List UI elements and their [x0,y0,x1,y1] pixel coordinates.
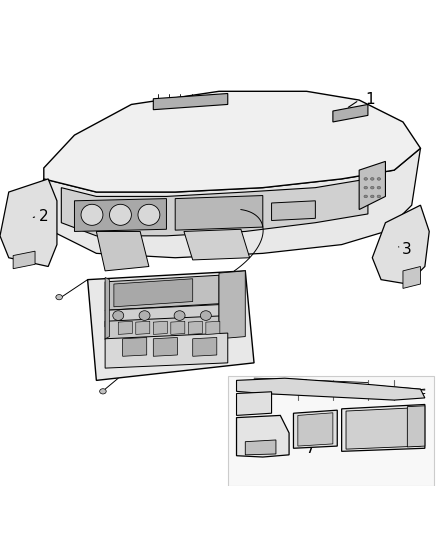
Text: 3: 3 [402,243,411,257]
Polygon shape [153,321,167,334]
Polygon shape [105,316,219,340]
Polygon shape [237,378,425,400]
Text: 4: 4 [410,429,420,443]
Polygon shape [184,229,250,260]
Polygon shape [105,304,219,327]
Polygon shape [272,201,315,221]
Polygon shape [219,271,245,339]
Polygon shape [136,321,150,334]
Text: 7: 7 [305,441,315,456]
Ellipse shape [377,195,381,198]
Polygon shape [44,91,420,192]
Ellipse shape [364,177,367,180]
Polygon shape [359,161,385,209]
Ellipse shape [377,177,381,180]
Polygon shape [188,321,202,334]
Polygon shape [206,321,220,334]
Polygon shape [153,93,228,110]
Ellipse shape [377,187,381,189]
Text: 6: 6 [225,293,234,308]
Polygon shape [61,179,368,236]
Ellipse shape [113,311,124,320]
Ellipse shape [371,187,374,189]
Polygon shape [237,392,272,415]
Polygon shape [123,337,147,356]
Polygon shape [105,333,228,368]
Ellipse shape [56,295,62,300]
Polygon shape [13,251,35,269]
Polygon shape [0,179,57,266]
Text: 2: 2 [39,208,48,224]
Polygon shape [171,321,185,334]
Polygon shape [293,410,337,448]
Polygon shape [407,406,425,447]
Ellipse shape [200,311,211,320]
Ellipse shape [138,204,160,225]
Polygon shape [193,337,217,356]
Ellipse shape [364,187,367,189]
Ellipse shape [371,177,374,180]
Polygon shape [105,275,219,310]
Polygon shape [114,279,193,307]
Ellipse shape [174,311,185,320]
Ellipse shape [99,389,106,394]
Polygon shape [333,104,368,122]
Polygon shape [342,405,425,451]
Ellipse shape [139,311,150,320]
Ellipse shape [364,195,367,198]
Polygon shape [35,148,420,258]
Ellipse shape [110,204,131,225]
Text: 1: 1 [366,92,375,107]
Polygon shape [346,408,420,449]
Polygon shape [105,278,110,339]
Polygon shape [175,196,263,230]
Polygon shape [153,337,177,356]
Polygon shape [237,415,289,457]
Ellipse shape [371,195,374,198]
Polygon shape [245,440,276,455]
Polygon shape [88,271,254,381]
Polygon shape [228,376,434,486]
Ellipse shape [81,204,103,225]
Polygon shape [298,413,333,446]
Text: 5: 5 [245,443,255,458]
Polygon shape [74,199,166,231]
Polygon shape [403,266,420,288]
Polygon shape [118,321,132,334]
Polygon shape [96,231,149,271]
Polygon shape [372,205,429,284]
